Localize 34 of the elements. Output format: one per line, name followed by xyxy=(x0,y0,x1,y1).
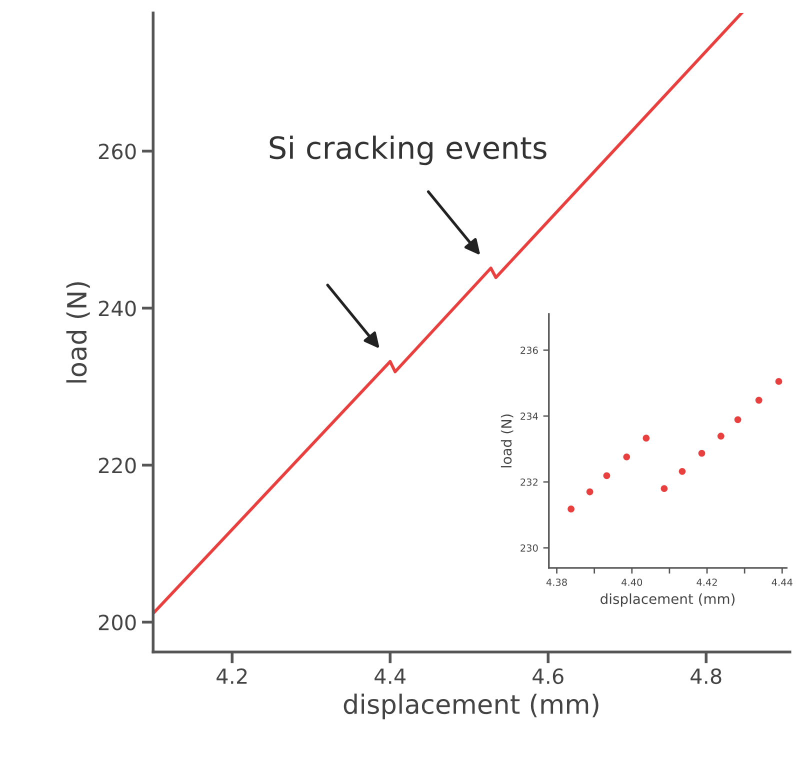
point xyxy=(586,488,594,496)
point xyxy=(603,472,610,480)
y-tick-label: 200 xyxy=(98,614,136,630)
point xyxy=(642,434,650,442)
y-tick-label: 220 xyxy=(98,458,136,474)
point xyxy=(698,450,706,457)
point xyxy=(755,396,762,404)
x-tick-label: 4.42 xyxy=(696,578,717,586)
point xyxy=(775,378,782,385)
y-tick-label: 232 xyxy=(520,478,538,486)
point xyxy=(623,453,630,460)
point xyxy=(678,468,686,475)
x-tick-label: 4.38 xyxy=(546,578,567,586)
y-tick-label: 234 xyxy=(520,412,538,420)
point xyxy=(568,506,575,512)
y-tick-label: 230 xyxy=(520,544,538,552)
x-tick-label: 4.40 xyxy=(622,578,642,586)
y-tick-label: 240 xyxy=(98,300,136,316)
x-tick-label: 4.8 xyxy=(690,668,722,684)
x-tick-label: 4.4 xyxy=(374,668,406,684)
y-tick-label: 260 xyxy=(98,144,136,160)
y-axis-title: load (N) xyxy=(500,414,514,468)
point xyxy=(660,485,668,492)
point xyxy=(734,416,742,424)
x-tick-label: 4.2 xyxy=(216,668,247,684)
point xyxy=(717,432,724,440)
x-tick-label: 4.6 xyxy=(532,668,564,684)
line-series xyxy=(153,12,744,616)
y-axis-title: load (N) xyxy=(66,282,90,383)
annotation: Si cracking events xyxy=(270,136,546,166)
y-tick-label: 236 xyxy=(520,346,538,354)
x-axis-title: displacement (mm) xyxy=(344,694,598,720)
x-tick-label: 4.44 xyxy=(772,578,792,586)
x-axis-title: displacement (mm) xyxy=(600,593,735,607)
